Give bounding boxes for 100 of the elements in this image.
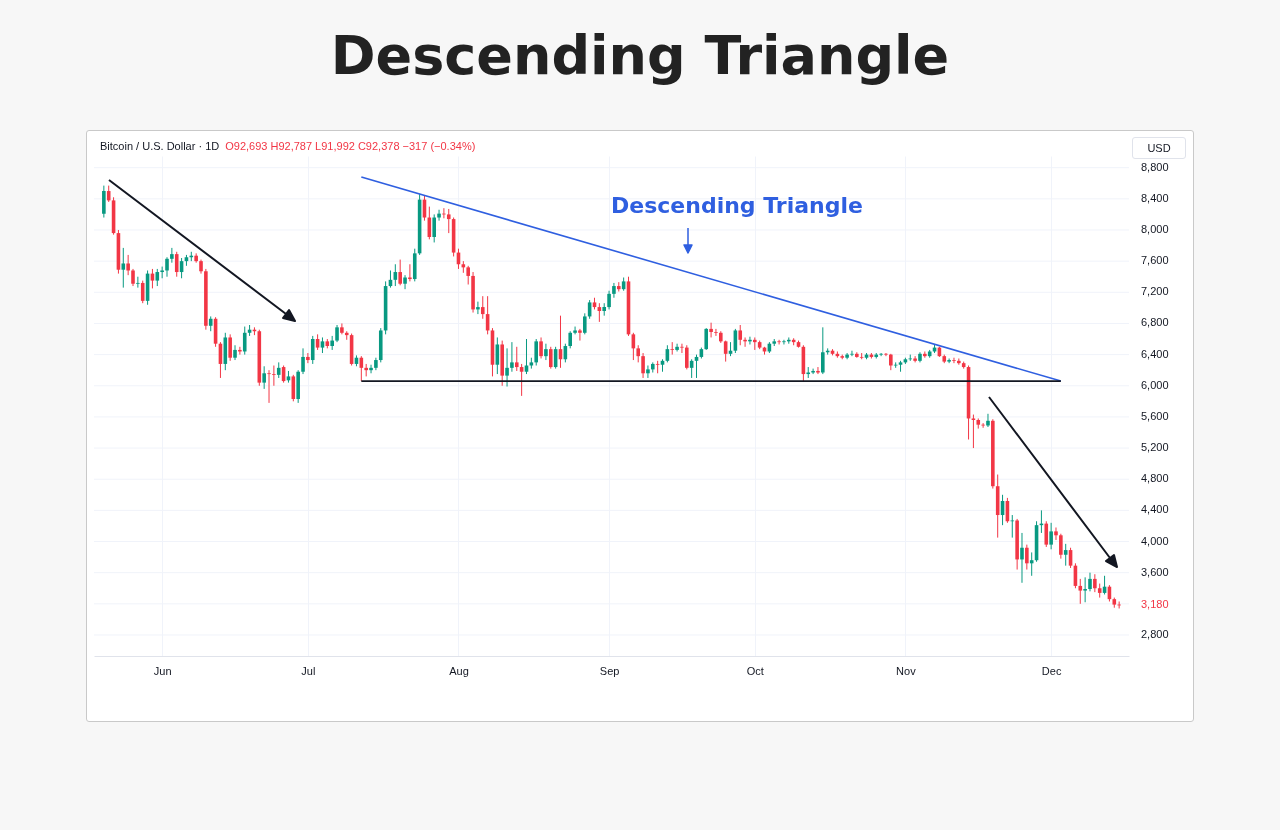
candlestick	[1025, 544, 1029, 571]
candlestick	[1049, 522, 1053, 550]
y-tick-label: 4,400	[1141, 503, 1169, 516]
y-tick-label: 6,800	[1141, 316, 1169, 329]
candlestick	[1054, 527, 1058, 541]
candlestick	[408, 263, 412, 282]
candlestick	[1088, 572, 1092, 592]
candlestick	[267, 369, 271, 404]
candlestick	[816, 366, 820, 375]
candlestick	[126, 254, 130, 276]
candlestick	[971, 414, 976, 449]
candlestick	[986, 413, 990, 428]
candlestick	[646, 365, 650, 379]
candlestick	[680, 343, 684, 354]
y-tick-label: 5,200	[1141, 441, 1169, 454]
candlestick	[340, 322, 344, 335]
y-tick-label: 6,400	[1141, 347, 1169, 360]
candlestick	[466, 265, 470, 285]
x-tick-label: Jun	[153, 664, 172, 677]
candlestick	[306, 352, 310, 364]
text: Descending Triangle	[329, 24, 951, 87]
candlestick	[476, 301, 480, 315]
candlestick	[1010, 514, 1015, 539]
candlestick	[534, 338, 538, 366]
candlestick	[845, 352, 849, 360]
candlestick	[242, 326, 247, 356]
x-tick-label: Nov	[896, 664, 917, 677]
candlestick	[578, 328, 582, 342]
y-tick-label: 7,200	[1141, 285, 1169, 298]
candlestick	[709, 322, 713, 338]
candlestick	[821, 326, 825, 375]
y-tick-label: 4,000	[1141, 534, 1169, 547]
candlestick	[369, 364, 373, 374]
candlestick	[738, 324, 743, 346]
candlestick	[777, 339, 781, 345]
candlestick	[480, 295, 485, 320]
candlestick	[398, 259, 402, 286]
y-tick-label: 6,000	[1141, 378, 1169, 391]
candlestick	[432, 213, 436, 243]
x-tick-label: Aug	[449, 664, 469, 677]
candlestick	[582, 312, 587, 335]
candlestick	[782, 339, 786, 345]
y-tick-label: 4,800	[1141, 472, 1169, 485]
candlestick	[753, 336, 757, 351]
text: Descending Triangle	[610, 193, 864, 218]
candlestick	[301, 347, 305, 375]
x-tick-label: Dec	[1041, 664, 1062, 677]
candlestick	[548, 346, 553, 370]
candlestick	[446, 208, 451, 234]
x-tick-label: Sep	[599, 664, 620, 677]
y-tick-label: 7,600	[1141, 254, 1169, 267]
chart-subtitle: Bitcoin / U.S. Dollar · 1D	[100, 140, 220, 152]
candlestick	[714, 328, 718, 337]
y-tick-label: 8,400	[1141, 191, 1169, 204]
y-axis-title: USD	[1132, 137, 1186, 159]
candlestick	[1063, 543, 1068, 567]
candlestick	[612, 282, 616, 299]
candlestick	[573, 326, 577, 335]
candlestick	[641, 352, 645, 379]
candlestick	[675, 343, 679, 352]
candlestick	[913, 355, 917, 363]
candlestick	[1044, 520, 1049, 548]
candlestick	[704, 327, 709, 351]
candlestick	[607, 290, 611, 310]
candlestick	[811, 368, 815, 375]
candlestick	[1083, 576, 1087, 603]
annotation: 3,180	[1141, 598, 1169, 611]
y-tick-label: 8,800	[1141, 160, 1169, 173]
y-tick-label: 5,600	[1141, 409, 1169, 422]
candlestick	[893, 361, 898, 369]
candlestick	[1020, 532, 1024, 584]
candlestick	[165, 256, 169, 278]
candlestick	[121, 247, 126, 289]
candlestick	[947, 357, 951, 364]
y-tick-label: 8,000	[1141, 222, 1169, 235]
candlestick	[310, 335, 315, 365]
candlestick	[1029, 551, 1034, 577]
x-tick-label: Oct	[746, 664, 764, 677]
candlestick	[136, 276, 140, 289]
candlestick	[952, 357, 956, 364]
x-tick-label: Jul	[301, 664, 316, 677]
candlestick	[514, 346, 519, 372]
candlestick	[510, 341, 514, 373]
candlestick	[670, 341, 675, 356]
candlestick	[140, 280, 145, 304]
y-tick-label: 2,800	[1141, 627, 1169, 640]
candlestick	[174, 251, 179, 278]
y-tick-label: 3,600	[1141, 565, 1169, 578]
text: O92,693 H92,787 L91,992 C92,378 −317 (−0.34%)	[225, 140, 476, 152]
candlestick	[102, 185, 106, 219]
candlestick	[272, 365, 276, 387]
candlestick	[539, 336, 543, 359]
candlestick	[403, 274, 407, 290]
candlestick	[685, 344, 689, 370]
candlestick	[1059, 533, 1063, 560]
candlestick	[170, 247, 174, 264]
candlestick	[505, 347, 509, 388]
candlestick	[544, 343, 548, 361]
candlestick	[655, 360, 660, 374]
candlestick	[233, 344, 237, 361]
